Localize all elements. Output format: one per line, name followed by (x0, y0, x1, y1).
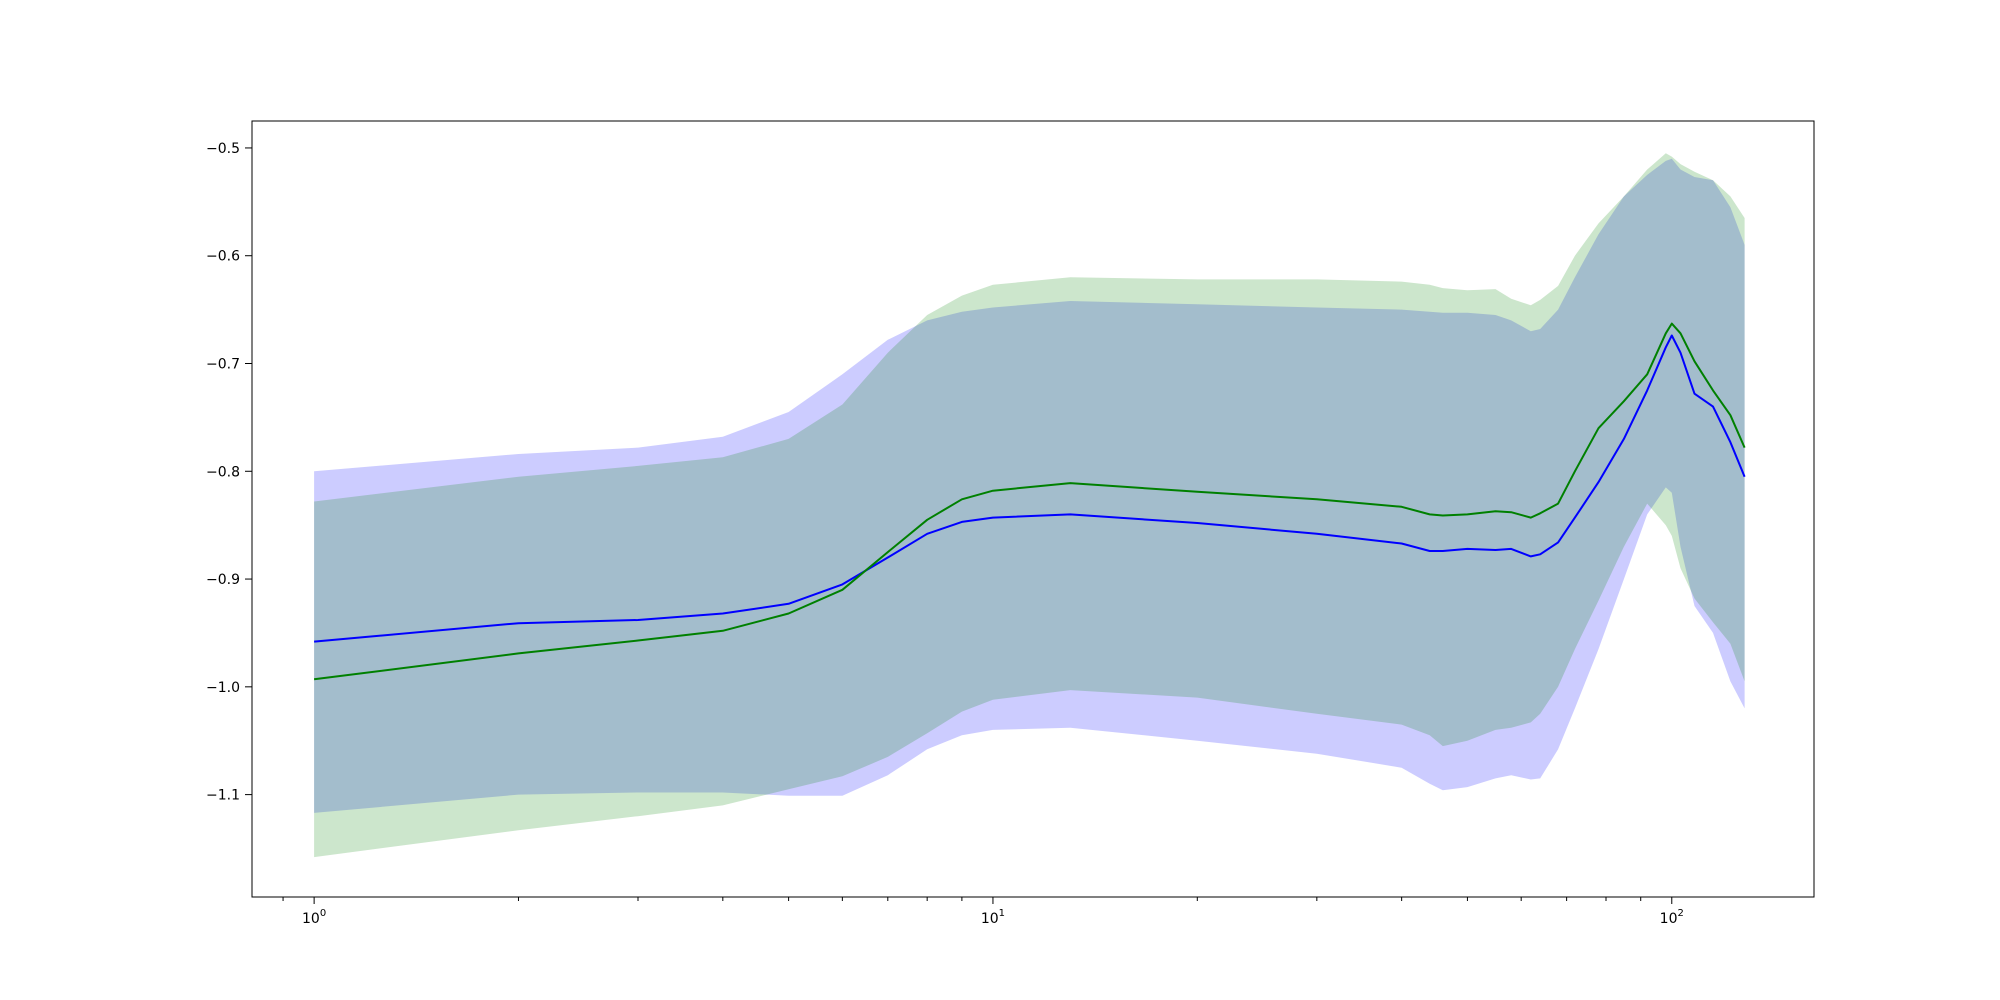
y-tick-label: −0.5 (206, 141, 240, 157)
y-tick-label: −0.8 (206, 464, 240, 480)
series-2-band (314, 153, 1745, 858)
confidence-bands (314, 153, 1745, 858)
series-lines (313, 322, 1746, 681)
y-tick-label: −0.6 (206, 249, 240, 265)
series-1-band (314, 158, 1745, 813)
x-tick-label: 102 (1660, 908, 1684, 927)
y-tick-label: −0.9 (206, 572, 240, 588)
x-tick-label: 101 (981, 908, 1005, 927)
y-tick-label: −0.7 (206, 357, 240, 373)
x-tick-label: 100 (302, 908, 326, 927)
series-1-line (314, 334, 1746, 643)
y-axis: −0.5 −0.6 −0.7 −0.8 −0.9 −1.0 −1.1 (206, 141, 252, 804)
y-tick-label: −1.1 (206, 788, 240, 804)
y-tick-label: −1.0 (206, 680, 240, 696)
x-axis: 100 101 102 (282, 897, 1684, 927)
plot-frame (251, 120, 1815, 898)
series-2-line (313, 322, 1746, 681)
